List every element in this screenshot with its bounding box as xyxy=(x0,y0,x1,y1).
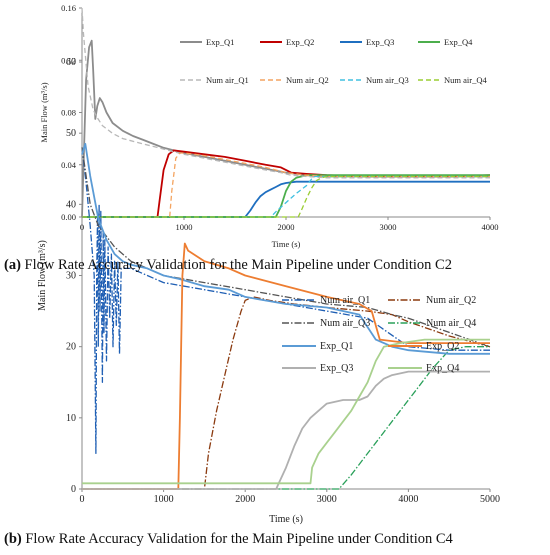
panel-a-x-tick-label: 2000 xyxy=(278,222,295,232)
panel-b-y-axis-label: Main Flow (m³/s) xyxy=(37,240,48,311)
panel-a-legend: Exp_Q1 Exp_Q2 Exp_Q3 Exp_Q4 Num air_Q1 Num ai… xyxy=(180,37,487,85)
panel-b-series-line-exp-q2 xyxy=(82,242,490,490)
panel-a-series-line-exp-q3 xyxy=(82,180,490,218)
panel-a-y-tick-label: 0.00 xyxy=(61,212,76,222)
panel-b-y-tick-label: 50 xyxy=(66,128,76,139)
panel-b-legend: Num air_Q1 Num air_Q2 Num air_Q3 Num air_Q4… xyxy=(282,295,476,374)
panel-a-legend-label: Exp_Q1 xyxy=(206,37,234,47)
panel-b-y-tick-label: 60 xyxy=(66,57,76,68)
panel-a-y-tick-label: 0.12 xyxy=(61,55,76,65)
panel-a-y-tick-label: 0.16 xyxy=(61,3,76,13)
panel-b-series-line-num-air-q4 xyxy=(82,346,490,490)
panel-b-y-tick-label: 20 xyxy=(66,342,76,353)
panel-a-y-axis-label: Main Flow (m³/s) xyxy=(39,82,49,142)
panel-b-legend-label: Exp_Q2 xyxy=(426,341,459,352)
panel-a-legend-label: Num air_Q3 xyxy=(366,75,409,85)
panel-b-x-tick-label: 5000 xyxy=(480,494,500,505)
panel-b-legend-label: Num air_Q4 xyxy=(426,318,476,329)
panel-b-chart: 0 1000 2000 3000 4000 5000 0 10 20 30 40 50 60 Time (… xyxy=(37,57,500,525)
panel-a-legend-label: Exp_Q2 xyxy=(286,37,314,47)
panel-a-y-tick-label: 0.04 xyxy=(61,160,77,170)
panel-b-x-axis-label: Time (s) xyxy=(269,514,303,525)
panel-b-y-tick-label: 30 xyxy=(66,271,76,282)
panel-b-x-tick-label: 1000 xyxy=(154,494,174,505)
panel-b-legend-label: Num air_Q2 xyxy=(426,295,476,306)
panel-b-series-line-num-air-q3 xyxy=(81,147,491,348)
panel-b-x-tick-label: 3000 xyxy=(317,494,337,505)
panel-a-legend-label: Num air_Q2 xyxy=(286,75,329,85)
panel-a-legend-label: Exp_Q3 xyxy=(366,37,394,47)
panel-b-x-tick-label: 2000 xyxy=(235,494,255,505)
panel-a-legend-label: Num air_Q1 xyxy=(206,75,249,85)
panel-b-x-tick-label: 4000 xyxy=(398,494,418,505)
panel-b-series-line-exp-q4 xyxy=(82,338,490,485)
panel-a-x-tick-label: 3000 xyxy=(380,222,397,232)
panel-b-legend-label: Exp_Q3 xyxy=(320,363,353,374)
panel-b-y-tick-label: 40 xyxy=(66,199,76,210)
panel-a-series-line-num-air-q3 xyxy=(82,175,490,218)
caption-a: (a) Flow Rate Accuracy Validation for th… xyxy=(4,257,452,274)
panel-a-series-line-exp-q2 xyxy=(82,149,491,218)
panel-a-y-tick-label: 0.08 xyxy=(61,108,76,118)
panel-a-x-axis-label: Time (s) xyxy=(272,239,301,249)
panel-b-legend-label: Num air_Q1 xyxy=(320,295,370,306)
caption-a-text: Flow Rate Accuracy Validation for the Ma… xyxy=(24,257,452,273)
panel-a-legend-label: Exp_Q4 xyxy=(444,37,473,47)
panel-b-x-tick-label: 0 xyxy=(80,494,85,505)
panel-a-series-line-num-air-q4 xyxy=(82,175,490,218)
panel-a-series-line-num-air-q2 xyxy=(82,152,490,218)
caption-a-label: (a) xyxy=(4,257,21,273)
panel-a-x-tick-label: 1000 xyxy=(176,222,193,232)
panel-b-legend-label: Exp_Q1 xyxy=(320,341,353,352)
panel-a-chart: 010002000300040000.000.040.080.120.16Tim… xyxy=(39,3,499,249)
caption-b-text: Flow Rate Accuracy Validation for the Ma… xyxy=(25,531,453,547)
panel-b-series-line-exp-q1 xyxy=(81,142,490,355)
caption-b-label: (b) xyxy=(4,531,22,547)
caption-b: (b) Flow Rate Accuracy Validation for th… xyxy=(4,531,453,548)
panel-a-x-tick-label: 4000 xyxy=(482,222,499,232)
panel-a-legend-label: Num air_Q4 xyxy=(444,75,487,85)
panel-b-y-tick-label: 10 xyxy=(66,413,76,424)
panel-b-y-tick-label: 0 xyxy=(71,484,76,495)
panel-a-series-line-num-air-q1 xyxy=(81,7,490,179)
panel-b-legend-label: Num air_Q3 xyxy=(320,318,370,329)
panel-b-series-line-exp-q3 xyxy=(82,370,490,490)
panel-b-legend-label: Exp_Q4 xyxy=(426,363,459,374)
